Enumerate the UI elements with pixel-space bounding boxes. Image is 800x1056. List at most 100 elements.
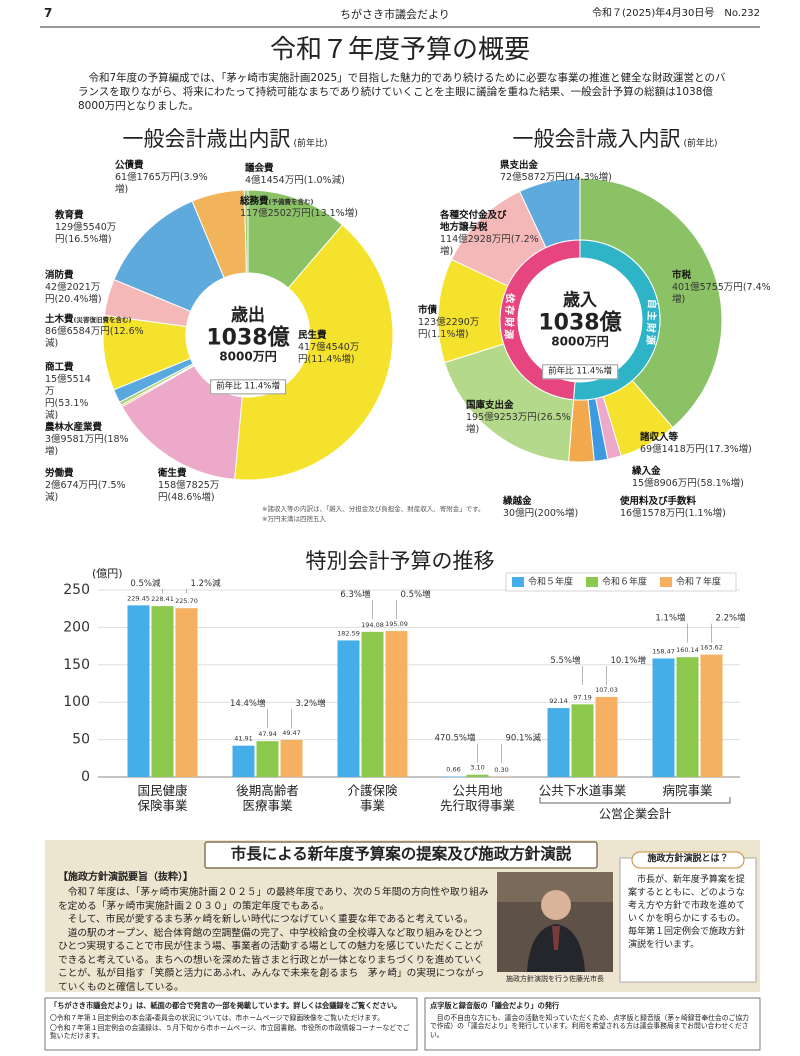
x-tick-label: 介護保険 事業 [347,783,398,813]
pie-label: 繰入金 15億8906万円(58.1%増) [632,466,772,490]
pie-label-name: 市税 [672,270,772,282]
pie-label-name: 議会費 [245,163,395,175]
category-name: 労働費 [45,468,74,479]
pie-label-value: 158億7825万円(48.6%増) [158,480,258,504]
change-label: (13.1%増) [310,207,358,219]
change-label: (16.5%増) [64,233,112,245]
pie-label: 市税 401億5755万円(7.4%増) [672,270,772,306]
pie-label: 公債費 61億1765万円(3.9%増) [115,160,215,196]
pie-label-name: 農林水産業費 [45,422,135,434]
change-label: (14.3%増) [564,171,612,183]
value-label: 158億7825万円 [158,479,220,503]
pie-label-name: 土木費(災害復旧費を含む) [45,314,155,326]
pie-label-value: 117億2502万円(13.1%増) [240,208,390,220]
bar-value-label: 0.66 [446,766,460,774]
bar-value-label: 228.41 [151,595,174,603]
category-name: 県支出金 [500,160,539,171]
pie-label: 各種交付金及び 地方譲与税 114億2928万円(7.2%増) [440,210,550,258]
footer-left-item: 〇令和７年第１回定例会の会議録は、５月下旬から市ホームページ、市立図書館、市役所… [50,1024,410,1041]
pie-label-name: 市債 [418,305,508,317]
change-label: (200%増) [534,507,579,519]
bar [652,658,675,777]
chart-title-note: (前年比) [293,139,328,149]
footer-right-box [424,997,761,1051]
pie-label-value: 123億2290万円(1.1%増) [418,317,508,341]
bar [571,704,594,777]
category-name: 市税 [672,270,692,281]
bar-value-label: 92.14 [549,697,568,705]
pie-label-value: 42億2021万円(20.4%増) [45,282,140,306]
pie-label: 民生費 417億4540万円(11.4%増) [298,330,388,366]
chart-title-note: (前年比) [683,139,718,149]
speech-heading: 【施政方針演説要旨（抜粋）】 [58,872,193,883]
bar-value-label: 3.10 [470,764,484,772]
pie-label: 消防費 42億2021万円(20.4%増) [45,270,140,306]
pie-label-name: 国庫支出金 [466,400,576,412]
center-total-sub: 8000万円 [219,349,277,364]
bar-value-label: 229.45 [127,594,150,602]
x-tick-label: 国民健康 保険事業 [137,783,188,813]
bar-value-label: 47.94 [258,730,277,738]
pie-label-value: 4億1454万円(1.0%減) [245,175,395,187]
issue: 令和７(2025)年4月30日号 No.232 [592,8,761,19]
bar [151,606,174,777]
category-name: 教育費 [55,210,84,221]
pie-label-value: 15億5514万円(53.1%減) [45,374,97,422]
pie-label-value: 3億9581万円(18%増) [45,434,135,458]
change-label: (3.9%増) [115,171,208,195]
value-label: 4億1454万円 [245,174,304,186]
footer-left-item: 〇令和７年第１回定例会の本会議・委員会の状況については、市ホームページで録画映像… [50,1014,384,1022]
category-name: 使用料及び手数料 [620,496,697,507]
pie-label-value: 69億1418万円(17.3%増) [640,444,780,456]
x-tick-label: 公共用地 先行取得事業 [439,783,515,813]
pie-label-value: 114億2928万円(7.2%増) [440,234,550,258]
center-change: 前年比 11.4%増 [542,364,618,379]
category-name: 公債費 [115,160,144,171]
footer-right-heading: 点字版と録音版の「議会だより」の発行 [430,1001,560,1010]
footnote: ※万円未満は四捨五入 [262,515,326,523]
category-name: 民生費 [298,330,327,341]
sidebar-heading-box [631,851,745,869]
photo-face [541,890,571,920]
value-label: 129億5540万円 [55,221,117,245]
bar-value-label: 194.08 [361,621,384,629]
pie-label: 諸収入等 69億1418万円(17.3%増) [640,432,780,456]
bar [127,605,150,777]
bar [385,631,408,777]
category-name: 国庫支出金 [466,400,514,411]
donut-hole [186,273,310,397]
value-label: 2億674万円 [45,479,98,491]
bar [466,774,489,777]
category-name: 総務費 [240,196,269,207]
change-label: (58.1%増) [696,477,744,489]
bar-value-label: 0.30 [494,766,508,774]
value-label: 401億5755万円 [672,281,743,293]
bar [232,745,255,777]
bar [595,696,618,777]
pie-label-value: 61億1765万円(3.9%増) [115,172,215,196]
category-name: 繰越金 [503,496,532,507]
pie-label-name: 労働費 [45,468,135,480]
chart-heading: 一般会計歳入内訳 (前年比) [495,126,735,152]
chart-title: 一般会計歳出内訳 [122,127,291,151]
value-label: 3億9581万円 [45,433,104,445]
pie-label-name: 繰入金 [632,466,772,478]
category-name: 繰入金 [632,466,661,477]
change-label: (11.4%増) [307,353,355,365]
bar [547,708,570,777]
inner-ring-label: 自主財源 [644,299,659,347]
change-label: 10.1%増 [611,655,647,666]
inner-ring-label: 依存財源 [502,292,517,341]
change-label: 0.5%増 [401,589,431,600]
change-label: 14.4%増 [230,698,266,709]
pie-label-name: 各種交付金及び 地方譲与税 [440,210,550,234]
category-name: 各種交付金及び 地方譲与税 [440,210,507,233]
legend-label: 令和７年度 [676,576,721,588]
photo-caption: 施政方針演説を行う佐藤光市長 [506,975,604,983]
pie-label: 土木費(災害復旧費を含む) 86億6584万円(12.6%減) [45,314,155,350]
bar [280,739,303,777]
pie-label-value: 401億5755万円(7.4%増) [672,282,772,306]
pie-label-name: 県支出金 [500,160,640,172]
